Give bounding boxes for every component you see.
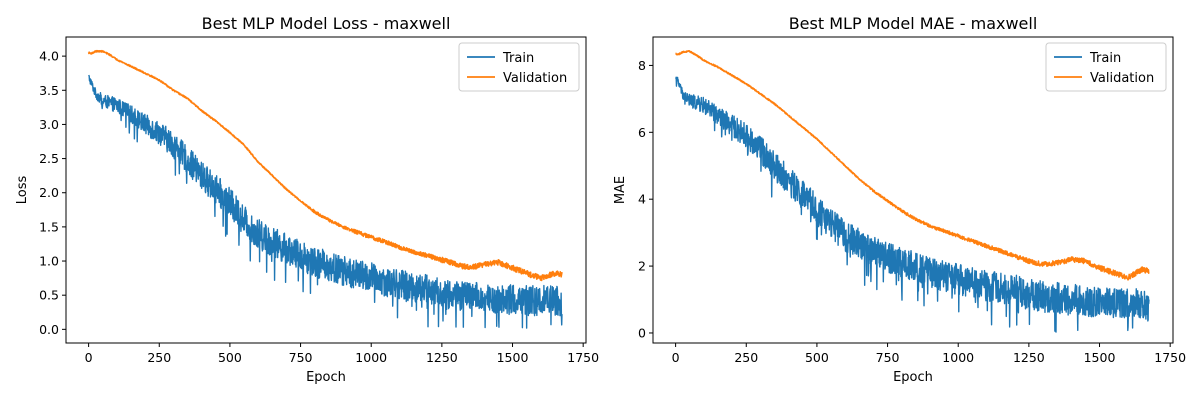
- x-axis-label: Epoch: [893, 370, 933, 385]
- y-tick-label: 6: [638, 125, 646, 140]
- x-tick-label: 1750: [567, 350, 599, 365]
- y-axis-label: MAE: [613, 176, 628, 204]
- x-tick-label: 1500: [1084, 350, 1116, 365]
- x-tick-label: 500: [218, 350, 242, 365]
- x-tick-label: 750: [876, 350, 900, 365]
- y-tick-label: 1.5: [39, 219, 59, 234]
- series-line-validation: [87, 49, 563, 282]
- x-tick-label: 500: [805, 350, 829, 365]
- legend-box: [458, 42, 580, 92]
- y-tick-label: 3.0: [39, 117, 59, 132]
- legend: Train Validation: [458, 42, 580, 92]
- series-line-validation: [675, 49, 1150, 281]
- y-tick-label: 2.5: [39, 151, 59, 166]
- plot-area-frame: [65, 36, 587, 344]
- x-tick-label: 250: [734, 350, 758, 365]
- plot-area-frame: [652, 36, 1174, 344]
- y-tick-label: 4: [638, 192, 646, 207]
- legend-box: [1045, 42, 1167, 92]
- y-tick-label: 2: [638, 259, 646, 274]
- y-tick-label: 0.5: [39, 288, 59, 303]
- legend-label-validation: Validation: [1090, 71, 1154, 86]
- x-tick-label: 1250: [426, 350, 458, 365]
- chart-panel-2: 0 250 500 750 1000 1250 1500 1750 0 2 4 6 8 Best MLP …: [613, 14, 1186, 385]
- x-tick-label: 1750: [1154, 350, 1186, 365]
- y-tick-label: 4.0: [39, 49, 59, 64]
- chart-panel-1: 0 250 500 750 1000 1250 1500 1750 0.0 0.5 1.0 1.5 2.…: [15, 14, 599, 385]
- y-axis-label: Loss: [15, 176, 30, 205]
- x-tick-label: 0: [85, 350, 93, 365]
- y-tick-label: 3.5: [39, 83, 59, 98]
- x-tick-label: 1250: [1013, 350, 1045, 365]
- x-tick-label: 1000: [355, 350, 387, 365]
- x-axis-label: Epoch: [306, 370, 346, 385]
- x-tick-label: 750: [289, 350, 313, 365]
- series-line-train: [675, 76, 1150, 333]
- x-tick-label: 250: [147, 350, 171, 365]
- chart-title: Best MLP Model Loss - maxwell: [202, 14, 451, 33]
- legend: Train Validation: [1045, 42, 1167, 92]
- chart-title: Best MLP Model MAE - maxwell: [789, 14, 1038, 33]
- legend-label-train: Train: [1089, 51, 1121, 66]
- y-tick-label: 2.0: [39, 185, 59, 200]
- x-tick-label: 1500: [497, 350, 529, 365]
- legend-label-validation: Validation: [503, 71, 567, 86]
- legend-label-train: Train: [502, 51, 534, 66]
- y-tick-label: 0: [638, 325, 646, 340]
- x-tick-label: 1000: [942, 350, 974, 365]
- y-tick-label: 1.0: [39, 254, 59, 269]
- y-tick-label: 0.0: [39, 322, 59, 337]
- x-tick-label: 0: [672, 350, 680, 365]
- series-line-train: [88, 74, 563, 329]
- y-tick-label: 8: [638, 58, 646, 73]
